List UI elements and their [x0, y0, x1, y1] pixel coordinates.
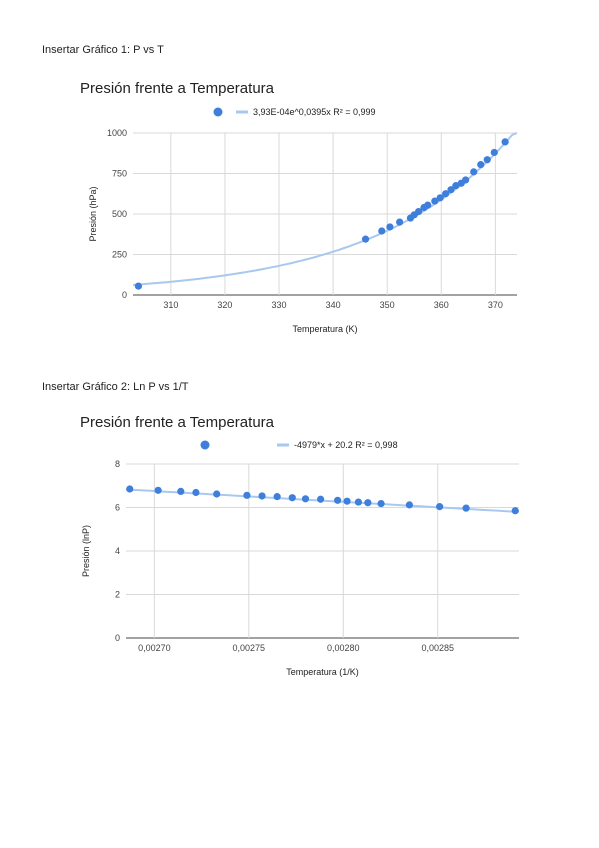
data-point: [386, 223, 394, 231]
data-point: [243, 491, 251, 499]
x-tick-label: 0,00285: [421, 643, 454, 653]
data-point: [462, 504, 470, 512]
y-axis-title: Presión (lnP): [81, 525, 91, 577]
legend-marker: [200, 440, 210, 450]
data-point: [288, 494, 296, 502]
data-point: [396, 218, 404, 226]
data-point: [343, 497, 351, 505]
data-point: [470, 168, 478, 176]
data-point: [477, 160, 485, 169]
graph2-caption: Insertar Gráfico 2: Ln P vs 1/T: [42, 381, 189, 393]
y-tick-label: 8: [115, 459, 120, 469]
data-point: [361, 235, 370, 243]
data-point: [483, 156, 491, 164]
data-point: [436, 503, 444, 511]
data-point: [414, 207, 423, 216]
trendline: [132, 132, 518, 286]
x-tick-label: 0,00270: [138, 643, 171, 653]
x-tick-label: 310: [163, 300, 178, 310]
data-point: [154, 486, 162, 494]
y-tick-label: 6: [115, 503, 120, 513]
data-point: [364, 499, 372, 507]
chart2-title: Presión frente a Temperatura: [80, 414, 274, 431]
chart1-title: Presión frente a Temperatura: [80, 80, 274, 97]
x-tick-label: 0,00280: [327, 643, 360, 653]
y-tick-label: 2: [115, 590, 120, 600]
x-tick-label: 340: [326, 300, 341, 310]
y-tick-label: 1000: [107, 128, 127, 138]
data-point: [134, 282, 143, 290]
data-point: [452, 182, 460, 190]
y-tick-label: 4: [115, 546, 120, 556]
data-point: [405, 501, 414, 509]
y-tick-label: 0: [122, 290, 127, 300]
legend-label: 3,93E-04e^0,0395x R² = 0,999: [253, 107, 376, 117]
y-tick-label: 750: [112, 169, 127, 179]
data-point: [447, 186, 455, 194]
x-tick-label: 320: [217, 300, 232, 310]
data-point: [192, 488, 200, 497]
y-axis-title: Presión (hPa): [88, 186, 98, 241]
data-point: [377, 499, 385, 508]
data-point: [431, 197, 439, 205]
data-point: [490, 148, 498, 157]
data-point: [436, 194, 444, 202]
x-tick-label: 0,00275: [233, 643, 266, 653]
x-axis-title: Temperatura (K): [292, 324, 357, 334]
data-point: [317, 495, 325, 503]
data-point: [126, 485, 134, 493]
data-point: [354, 498, 362, 506]
legend-label: -4979*x + 20.2 R² = 0,998: [294, 440, 398, 450]
data-point: [177, 487, 185, 496]
x-axis-title: Temperatura (1/K): [286, 667, 359, 677]
x-tick-label: 350: [380, 300, 395, 310]
y-tick-label: 0: [115, 633, 120, 643]
data-point: [501, 138, 509, 146]
data-point: [378, 227, 386, 235]
data-point: [213, 490, 221, 498]
data-point: [334, 496, 342, 504]
y-tick-label: 250: [112, 250, 127, 260]
data-point: [301, 495, 310, 503]
chart2-svg: 0 2 4 6 8 0,00270 0,00275 0,00280 0,00285 -4979*x…: [81, 440, 520, 677]
data-point: [442, 190, 450, 198]
y-tick-label: 500: [112, 209, 127, 219]
graph1-caption: Insertar Gráfico 1: P vs T: [42, 44, 164, 56]
legend-marker: [213, 107, 223, 117]
chart1-svg: 0 250 500 750 1000 310 320 330 340 350 360 370 3,93E…: [88, 107, 518, 334]
data-point: [424, 201, 432, 209]
data-point: [511, 507, 519, 515]
x-tick-label: 330: [272, 300, 287, 310]
data-point: [258, 492, 266, 500]
data-point: [273, 493, 281, 501]
data-point: [462, 176, 470, 184]
x-tick-label: 370: [488, 300, 503, 310]
x-tick-label: 360: [434, 300, 449, 310]
